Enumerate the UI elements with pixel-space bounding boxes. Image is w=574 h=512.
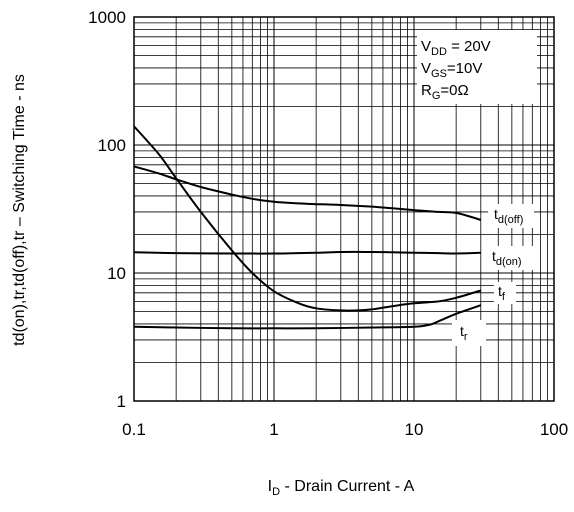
series-label-bg-tf — [494, 282, 516, 304]
y-tick-label: 1 — [117, 392, 126, 411]
series-label-bg-tdon — [488, 246, 534, 270]
annotation-vgs: VGS=10V — [421, 60, 482, 80]
annotation-rg: RG=0Ω — [421, 82, 469, 102]
annotation-vdd: VDD = 20V — [421, 38, 491, 58]
x-tick-label: 10 — [405, 420, 424, 439]
series-label-bg-tdoff — [488, 204, 534, 228]
series-line-tr — [133, 304, 482, 330]
series-lines — [133, 125, 482, 330]
tick-labels: 0.1 1 10 100 1 10 100 1000 — [88, 8, 568, 439]
y-axis-label: td(on),tr,td(off),tr – Switching Time - … — [11, 74, 28, 346]
x-tick-label: 1 — [269, 420, 278, 439]
series-label-bg-tr — [452, 320, 486, 346]
series-line-td-on — [133, 250, 481, 255]
plot-frame — [133, 16, 555, 402]
y-tick-label: 100 — [98, 136, 126, 155]
x-tick-label: 100 — [540, 420, 568, 439]
series-label-tr: tr — [460, 323, 468, 343]
conditions-box — [417, 30, 537, 104]
series-label-tdoff: td(off) — [494, 206, 523, 226]
series-label-tf: tf — [498, 283, 506, 303]
series-label-tdon: td(on) — [492, 248, 522, 268]
x-tick-label: 0.1 — [122, 420, 146, 439]
series-line-td-off — [133, 165, 482, 221]
y-tick-label: 1000 — [88, 8, 126, 27]
y-tick-label: 10 — [107, 264, 126, 283]
series-line-tf — [133, 125, 482, 312]
x-axis-label: ID - Drain Current - A — [268, 478, 415, 498]
